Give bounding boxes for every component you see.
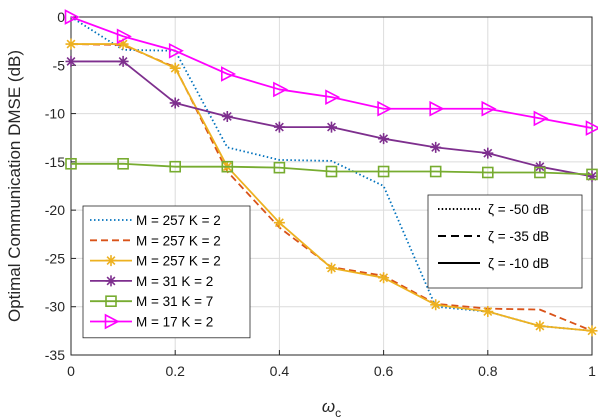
asterisk-marker <box>326 262 337 274</box>
y-tick-label: -20 <box>45 202 65 218</box>
style-legend-label: ζ = -35 dB <box>488 229 549 244</box>
series-legend-box <box>82 205 251 339</box>
legend-label: M = 257 K = 2 <box>136 254 221 269</box>
legend-label: M = 257 K = 2 <box>136 213 221 228</box>
asterisk-marker <box>65 55 77 67</box>
asterisk-marker <box>273 217 285 229</box>
asterisk-marker <box>430 141 442 153</box>
square-marker <box>586 168 598 181</box>
asterisk-marker <box>105 255 117 267</box>
x-tick-label: 0.6 <box>374 363 394 379</box>
series-line <box>70 16 593 129</box>
legend-label: M = 31 K = 2 <box>136 274 213 289</box>
triangle-marker <box>273 81 289 98</box>
style-legend-entry: ζ = -10 dB <box>438 256 549 271</box>
asterisk-marker <box>105 275 117 287</box>
series-line <box>71 162 593 176</box>
triangle-marker <box>104 313 120 330</box>
asterisk-marker <box>169 97 181 109</box>
triangle-marker <box>429 100 445 117</box>
legend-entry: M = 31 K = 7 <box>90 294 213 309</box>
series-legend: M = 257 K = 2 M = 257 K = 2 M = 257 K = 2 M… <box>82 205 251 339</box>
style-legend-label: ζ = -10 dB <box>488 256 549 271</box>
x-tick-label: 0.8 <box>478 363 498 379</box>
legend-label: M = 17 K = 2 <box>136 315 213 330</box>
square-marker <box>534 166 546 179</box>
series-layer <box>64 9 598 337</box>
square-marker <box>221 160 234 173</box>
x-tick-label: 0.2 <box>165 363 185 379</box>
asterisk-marker <box>482 306 494 318</box>
series-3 <box>65 38 598 337</box>
y-axis-ticks: 0 -5 -10 -15 -20 -25 -30 -35 <box>45 9 76 363</box>
square-marker <box>429 165 442 178</box>
asterisk-marker <box>430 299 442 311</box>
triangle-marker <box>481 100 497 117</box>
triangle-marker <box>325 89 341 105</box>
asterisk-marker <box>221 110 233 122</box>
triangle-marker <box>221 66 237 82</box>
triangle-marker <box>377 100 393 117</box>
triangle-marker <box>168 42 184 59</box>
square-marker <box>273 161 286 174</box>
series-6 <box>64 9 598 136</box>
asterisk-marker <box>273 121 285 133</box>
asterisk-marker <box>482 147 494 159</box>
series-5 <box>65 157 598 181</box>
legend-label: M = 31 K = 7 <box>136 294 213 309</box>
x-tick-label: 0.4 <box>270 363 290 379</box>
legend-entry: M = 17 K = 2 <box>90 313 213 330</box>
asterisk-marker <box>378 133 390 145</box>
asterisk-marker <box>586 325 598 337</box>
asterisk-marker <box>378 272 390 284</box>
asterisk-marker <box>117 38 129 50</box>
square-marker <box>117 157 129 170</box>
asterisk-marker <box>65 38 77 50</box>
square-marker <box>377 165 390 178</box>
asterisk-marker <box>586 170 598 182</box>
x-axis-label-main: ω <box>322 397 335 416</box>
triangle-marker <box>116 28 132 45</box>
legend-entry: M = 257 K = 2 <box>90 233 221 248</box>
plot-area-frame <box>70 16 593 356</box>
square-marker <box>169 160 181 173</box>
y-tick-label: -10 <box>45 106 65 122</box>
style-legend-box <box>427 194 583 289</box>
y-axis-label: Optimal Communication DMSE (dB) <box>5 50 24 322</box>
legend-entry: M = 257 K = 2 <box>90 213 221 228</box>
square-marker <box>481 166 494 179</box>
asterisk-marker <box>534 320 546 332</box>
y-tick-label: -15 <box>45 154 65 170</box>
x-axis-ticks: 0 0.2 0.4 0.6 0.8 1 <box>67 350 596 379</box>
x-axis-label: ωc <box>322 397 341 417</box>
legend-entry: M = 31 K = 2 <box>90 274 213 289</box>
triangle-marker <box>585 120 598 136</box>
y-tick-label: -25 <box>45 250 65 266</box>
legend-entry: M = 257 K = 2 <box>90 254 221 269</box>
style-legend: ζ = -50 dB ζ = -35 dB ζ = -10 dB <box>427 194 583 289</box>
y-tick-label: -35 <box>45 347 65 363</box>
style-legend-entry: ζ = -50 dB <box>438 202 549 217</box>
x-axis-label-subscript: c <box>335 406 341 417</box>
square-marker <box>105 295 117 308</box>
x-tick-label: 1 <box>588 363 596 379</box>
triangle-marker <box>533 110 549 127</box>
triangle-marker <box>64 9 80 25</box>
series-4 <box>65 55 598 182</box>
legend-label: M = 257 K = 2 <box>136 233 221 248</box>
y-tick-label: 0 <box>57 9 65 25</box>
style-legend-entry: ζ = -35 dB <box>438 229 549 244</box>
asterisk-marker <box>117 55 129 67</box>
y-tick-label: -30 <box>45 299 65 315</box>
square-marker <box>325 165 338 178</box>
series-line <box>71 60 593 178</box>
asterisk-marker <box>169 62 181 74</box>
style-legend-label: ζ = -50 dB <box>488 202 549 217</box>
asterisk-marker <box>326 121 337 133</box>
x-tick-label: 0 <box>67 363 75 379</box>
square-marker <box>65 157 77 170</box>
y-tick-label: -5 <box>53 57 66 73</box>
